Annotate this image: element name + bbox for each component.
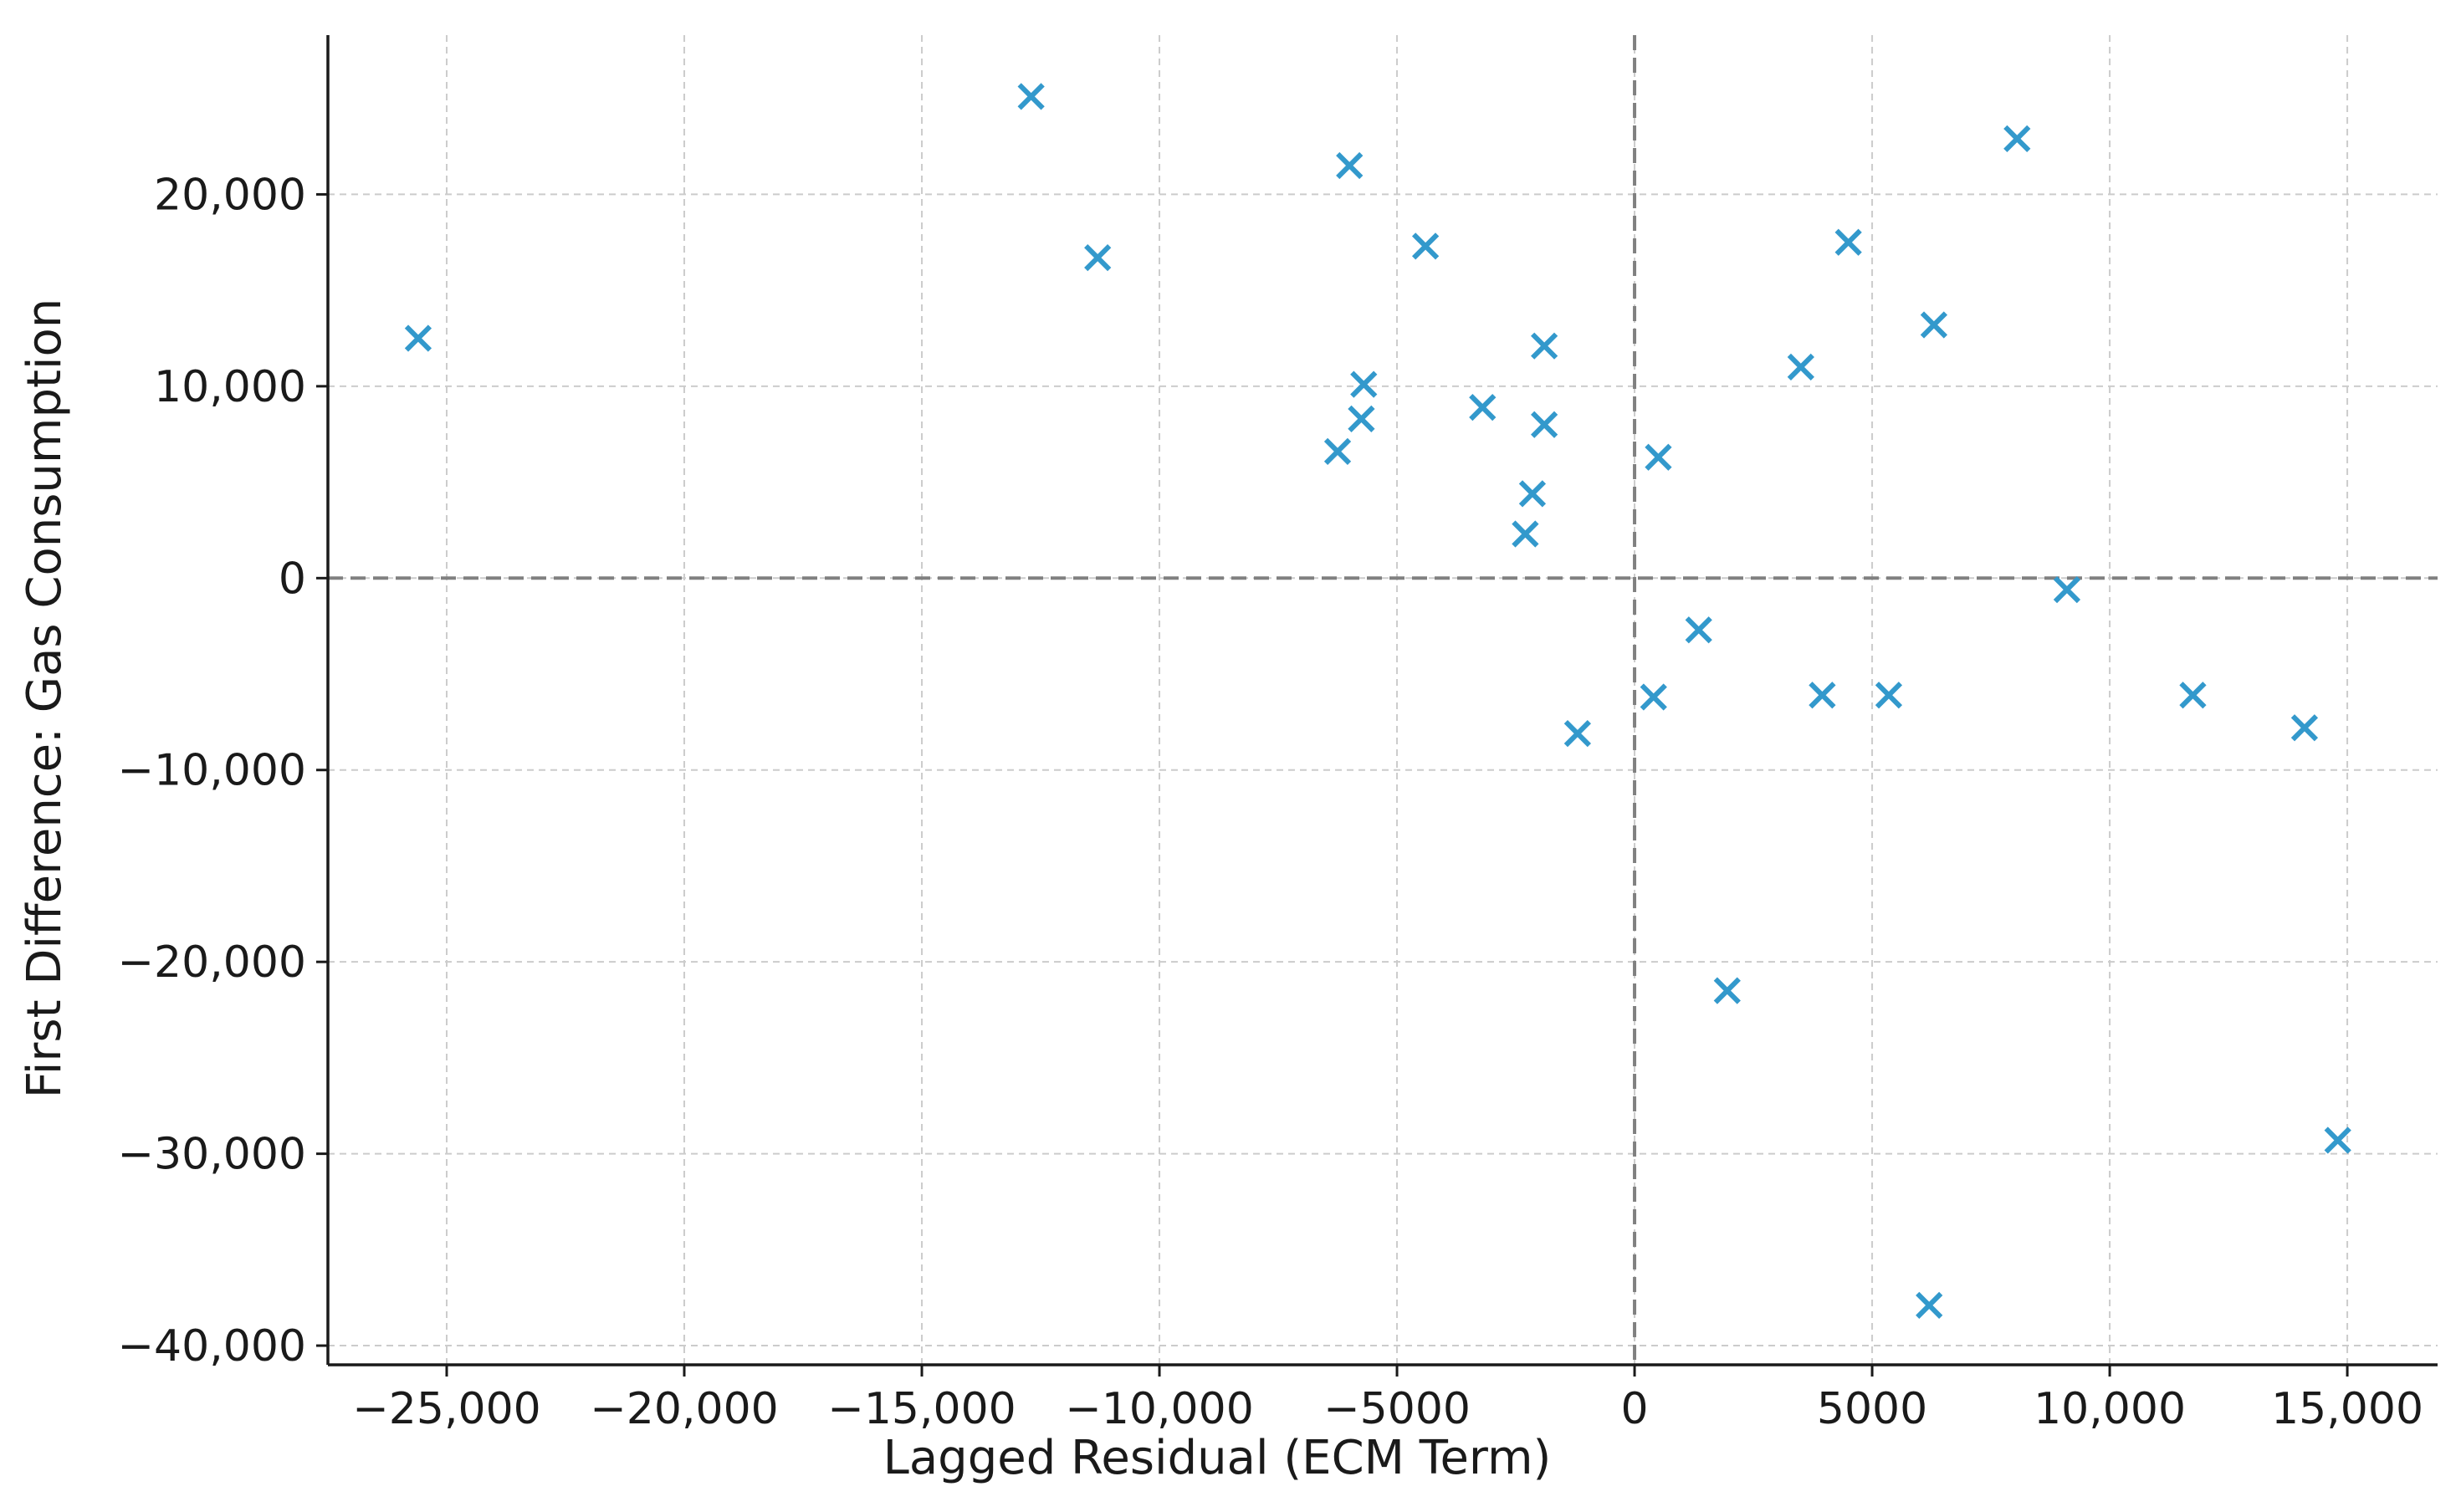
grid-lines — [328, 35, 2438, 1365]
data-points — [404, 83, 2351, 1319]
data-point-marker — [1920, 311, 1948, 339]
y-tick-label: 0 — [279, 554, 306, 604]
zero-reference-lines — [328, 35, 2438, 1365]
data-point-marker — [1518, 480, 1547, 508]
data-point-marker — [1084, 244, 1112, 272]
data-point-marker — [1916, 1291, 1943, 1319]
x-tick-label: −15,000 — [827, 1384, 1016, 1434]
data-point-marker — [2003, 125, 2031, 153]
x-tick-label: −20,000 — [590, 1384, 779, 1434]
y-tick-label: −30,000 — [117, 1130, 306, 1180]
data-point-marker — [1350, 370, 1378, 398]
y-tick-label: −10,000 — [117, 746, 306, 796]
x-tick-label: 10,000 — [2034, 1384, 2186, 1434]
x-tick-label: 15,000 — [2271, 1384, 2423, 1434]
data-point-marker — [2324, 1126, 2351, 1154]
data-point-marker — [404, 324, 432, 352]
axes — [316, 35, 2438, 1377]
data-point-marker — [1713, 977, 1741, 1004]
x-tick-label: 0 — [1621, 1384, 1649, 1434]
x-tick-label: −25,000 — [352, 1384, 541, 1434]
data-point-marker — [1531, 411, 1558, 438]
y-tick-label: 20,000 — [154, 170, 306, 220]
data-point-marker — [1336, 151, 1364, 180]
y-tick-label: 10,000 — [154, 362, 306, 412]
y-tick-label: −40,000 — [117, 1321, 306, 1372]
y-tick-label: −20,000 — [117, 937, 306, 988]
data-point-marker — [1323, 437, 1352, 466]
data-point-marker — [2290, 714, 2319, 742]
data-point-marker — [1645, 443, 1672, 471]
data-point-marker — [1809, 682, 1836, 709]
x-tick-label: −10,000 — [1065, 1384, 1254, 1434]
data-point-marker — [1531, 332, 1558, 360]
data-point-marker — [1834, 228, 1862, 256]
data-point-marker — [1685, 616, 1712, 644]
y-axis-title: First Difference: Gas Consumption — [18, 299, 72, 1099]
x-tick-label: 5000 — [1817, 1384, 1927, 1434]
data-point-marker — [2179, 682, 2207, 709]
x-axis-title: Lagged Residual (ECM Term) — [883, 1431, 1552, 1485]
data-point-marker — [1512, 520, 1539, 548]
data-point-marker — [1787, 353, 1814, 381]
data-point-marker — [2053, 575, 2081, 604]
data-point-marker — [1348, 405, 1375, 432]
data-point-marker — [1875, 682, 1903, 709]
data-point-marker — [1411, 232, 1440, 260]
data-point-marker — [1640, 683, 1667, 711]
data-point-marker — [1563, 720, 1592, 748]
x-tick-label: −5000 — [1323, 1384, 1471, 1434]
data-point-marker — [1469, 393, 1497, 421]
data-point-marker — [1017, 83, 1045, 110]
tick-labels: −25,000 −20,000 −15,000 −10,000 −5000 0 5000 10… — [117, 170, 2423, 1434]
